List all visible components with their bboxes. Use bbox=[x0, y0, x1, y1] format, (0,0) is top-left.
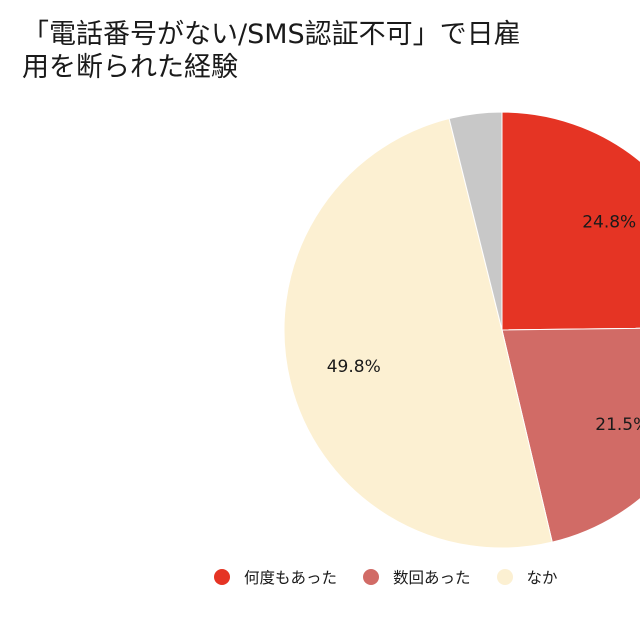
legend-dot-1 bbox=[363, 569, 380, 585]
legend-dot-0 bbox=[214, 569, 230, 585]
legend-label-0: 何度もあった bbox=[244, 569, 338, 587]
chart-title: 「電話番号がない/SMS認証不可」で日雇 用を断られた経験 bbox=[22, 18, 521, 84]
pie-slice-3 bbox=[448, 111, 503, 331]
chart-title-line-1: 「電話番号がない/SMS認証不可」で日雇 bbox=[22, 19, 521, 50]
pie-data-label-1: 21.5% bbox=[595, 415, 640, 435]
legend-item-2: なか bbox=[496, 566, 558, 588]
pie-slice-1 bbox=[501, 327, 640, 543]
legend-dot-2 bbox=[496, 569, 513, 585]
legend-label-2: なか bbox=[526, 569, 558, 587]
legend-item-0: 何度もあった bbox=[214, 566, 337, 588]
pie-slice-0 bbox=[501, 111, 640, 331]
chart-title-line-2: 用を断られた経験 bbox=[22, 52, 238, 83]
pie-slice-2 bbox=[283, 117, 553, 549]
chart-legend: 何度もあった 数回あった なか bbox=[214, 566, 584, 588]
pie-data-label-2: 49.8% bbox=[327, 357, 381, 377]
legend-item-1: 数回あった bbox=[363, 566, 471, 588]
pie-data-label-0: 24.8% bbox=[582, 212, 636, 232]
legend-label-1: 数回あった bbox=[393, 569, 471, 587]
